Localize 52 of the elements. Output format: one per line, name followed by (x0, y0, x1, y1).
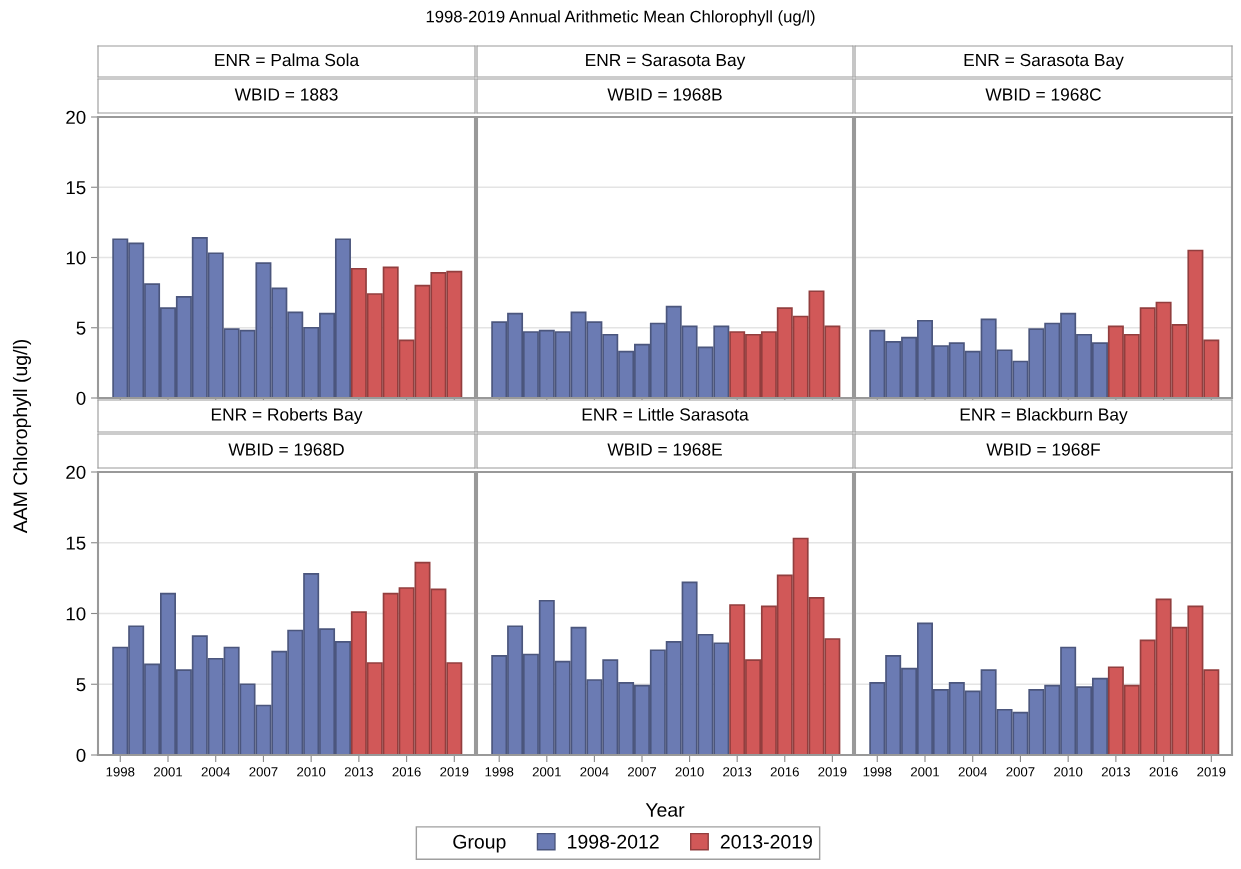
x-tick-label: 2010 (1054, 767, 1083, 777)
y-tick-label: 15 (66, 536, 86, 550)
y-tick-label: 5 (76, 321, 86, 335)
chart-subtitle: WBID = 1968D (228, 443, 344, 456)
chart-title: ENR = Little Sarasota (582, 407, 749, 421)
x-tick-label: 2016 (770, 767, 799, 777)
x-tick-label: 2019 (1197, 767, 1226, 777)
x-tick-label: 2013 (1101, 767, 1130, 777)
legend-label: 1998-2012 (568, 834, 659, 849)
y-tick-label: 5 (76, 678, 86, 692)
chart-subtitle: WBID = 1968B (607, 88, 722, 101)
chart-subtitle: WBID = 1968C (985, 88, 1101, 101)
x-tick-label: 2013 (344, 767, 373, 777)
y-tick-label: 10 (66, 251, 86, 265)
chart-title: ENR = Sarasota Bay (964, 53, 1124, 70)
x-tick-label: 2007 (627, 767, 657, 777)
x-tick-label: 2016 (392, 767, 421, 777)
x-tick-label: 2001 (532, 767, 561, 777)
x-tick-label: 2004 (201, 767, 230, 777)
x-tick-label: 2004 (958, 767, 987, 777)
y-tick-label: 0 (76, 391, 86, 405)
legend-title: Group (453, 834, 506, 853)
x-tick-label: 2007 (249, 767, 278, 777)
x-tick-label: 2001 (910, 767, 940, 777)
text: 1998-2019 Annual Arithmetic Mean Chlorophyll (ug/l) (426, 10, 815, 26)
chart-title: ENR = Roberts Bay (211, 407, 363, 425)
legend-label: 2013-2019 (720, 834, 812, 849)
x-tick-label: 2007 (1006, 767, 1035, 777)
y-tick-label: 20 (66, 465, 86, 479)
x-tick-label: 2019 (818, 767, 847, 777)
chart-title: ENR = Blackburn Bay (960, 407, 1128, 425)
x-axis-title: Year (645, 803, 685, 817)
y-tick-label: 0 (76, 748, 86, 762)
x-tick-label: 2016 (1149, 767, 1178, 777)
y-tick-label: 20 (66, 110, 86, 124)
x-tick-label: 2001 (153, 767, 183, 777)
x-tick-label: 2019 (440, 767, 469, 777)
chart-subtitle: WBID = 1968F (986, 443, 1100, 456)
x-tick-label: 2004 (580, 767, 609, 777)
chart-subtitle: WBID = 1968E (607, 443, 722, 456)
x-tick-label: 2010 (297, 767, 326, 777)
x-tick-label: 1998 (106, 767, 135, 777)
x-tick-label: 1998 (863, 767, 892, 777)
x-tick-label: 1998 (485, 767, 514, 777)
y-axis-title: AAM Chlorophyll (ug/l) (12, 339, 32, 534)
chart-title: ENR = Sarasota Bay (586, 53, 746, 70)
y-tick-label: 15 (66, 181, 86, 195)
chart-title: ENR = Palma Sola (215, 53, 360, 67)
x-tick-label: 2013 (723, 767, 752, 777)
chart-subtitle: WBID = 1883 (234, 88, 338, 101)
x-tick-label: 2010 (675, 767, 704, 777)
y-tick-label: 10 (66, 607, 86, 621)
